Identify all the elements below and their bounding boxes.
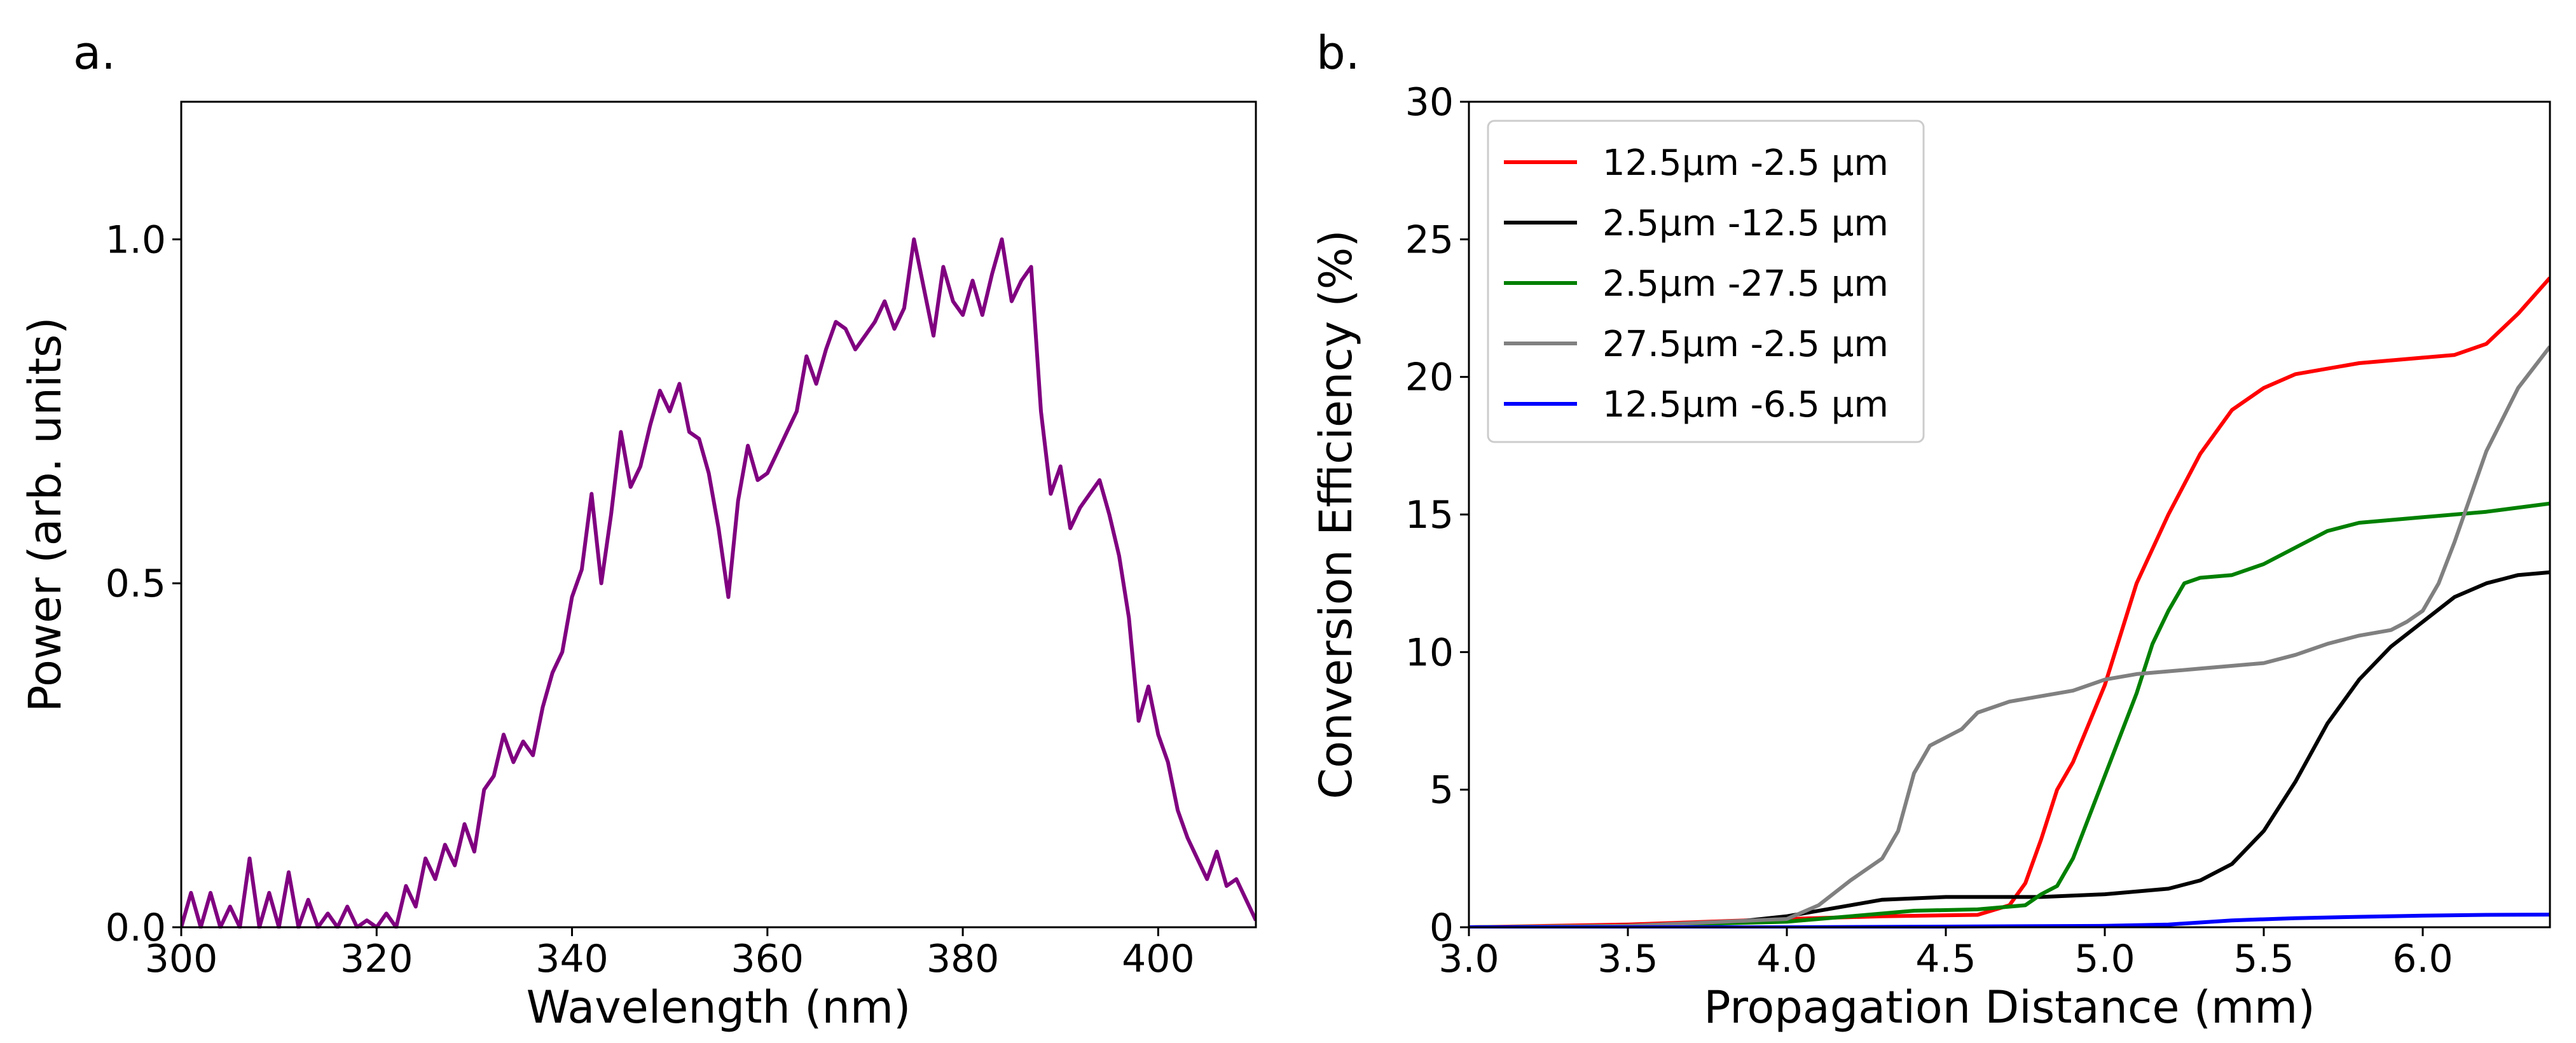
panel-a-letter: a. — [73, 26, 116, 79]
x-tick-label: 300 — [145, 937, 218, 981]
y-tick-label: 0 — [1429, 906, 1454, 950]
x-tick-label: 340 — [535, 937, 609, 981]
y-tick-label: 30 — [1405, 80, 1454, 125]
y-axis-label: Power (arb. units) — [19, 317, 71, 712]
legend-entry: 12.5μm -2.5 μm — [1602, 142, 1889, 184]
y-tick-label: 1.0 — [106, 218, 166, 262]
y-tick-label: 15 — [1405, 493, 1454, 537]
y-tick-label: 0.0 — [106, 906, 166, 950]
x-tick-label: 360 — [731, 937, 804, 981]
x-tick-label: 3.5 — [1597, 937, 1658, 981]
legend-box — [1487, 120, 1925, 443]
x-tick-label: 4.0 — [1756, 937, 1817, 981]
series-line-0 — [1469, 276, 2550, 929]
axes-frame — [180, 100, 1257, 929]
x-tick-label: 5.0 — [2074, 937, 2135, 981]
x-tick-label: 380 — [926, 937, 1000, 981]
x-tick-label: 6.0 — [2392, 937, 2453, 981]
panel-b-letter: b. — [1316, 26, 1360, 79]
chart-b: 3.0 3.5 4.0 4.5 5.0 5.5 6.0 0 5 10 15 20 25 30 Propaga… — [1310, 80, 2551, 1033]
x-tick-label: 320 — [340, 937, 413, 981]
x-tick-label: 5.5 — [2233, 937, 2294, 981]
x-tick-label: 400 — [1122, 937, 1195, 981]
chart-a: 300 320 340 360 380 400 0.0 0.5 1.0 Wavelength (n… — [19, 100, 1257, 1033]
series-line-4 — [1469, 913, 2550, 929]
y-tick-label: 0.5 — [106, 562, 166, 606]
y-axis-label: Conversion Efficiency (%) — [1310, 230, 1362, 799]
x-tick-label: 3.0 — [1438, 937, 1499, 981]
x-axis-label: Propagation Distance (mm) — [1704, 981, 2315, 1033]
legend-entry: 12.5μm -6.5 μm — [1602, 384, 1889, 425]
x-axis-label: Wavelength (nm) — [527, 981, 911, 1033]
y-tick-label: 20 — [1405, 356, 1454, 400]
series-line-0 — [181, 237, 1256, 929]
series-line-3 — [1469, 345, 2550, 929]
series-line-1 — [1469, 570, 2550, 929]
legend-entry: 2.5μm -27.5 μm — [1602, 263, 1889, 305]
legend-entry: 27.5μm -2.5 μm — [1602, 324, 1889, 365]
y-tick-label: 5 — [1429, 768, 1454, 813]
x-tick-label: 4.5 — [1915, 937, 1976, 981]
legend-entry: 2.5μm -12.5 μm — [1602, 203, 1889, 244]
series-line-2 — [1469, 501, 2550, 929]
y-tick-label: 10 — [1405, 630, 1454, 675]
y-tick-label: 25 — [1405, 218, 1454, 262]
